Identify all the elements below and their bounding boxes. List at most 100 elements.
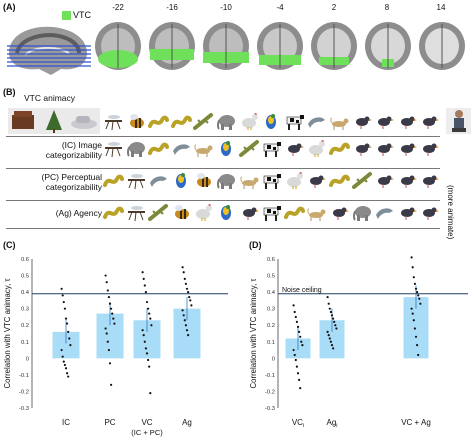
- data-point: [411, 312, 414, 315]
- bird-icon: [352, 139, 373, 158]
- data-point: [294, 358, 297, 362]
- y-axis-label: Correlation with VTC animacy, τ: [3, 278, 12, 389]
- data-point: [328, 307, 331, 310]
- data-point: [185, 329, 189, 332]
- data-point: [183, 277, 186, 280]
- y-tick-label: -0.3: [265, 406, 275, 412]
- human-photo: [446, 108, 471, 134]
- slice-label: -10: [220, 3, 232, 12]
- y-tick-label: -0.3: [19, 406, 29, 412]
- data-point: [414, 287, 418, 290]
- data-point: [298, 330, 301, 333]
- data-point: [141, 271, 144, 274]
- data-point: [113, 322, 116, 325]
- x-category-label: VC + Ag: [401, 418, 431, 427]
- data-point: [60, 287, 63, 290]
- data-point: [105, 281, 108, 284]
- data-point: [67, 375, 70, 378]
- data-point: [419, 302, 422, 305]
- data-point: [142, 277, 145, 280]
- y-tick-label: 0.2: [267, 323, 275, 329]
- data-point: [298, 378, 301, 381]
- x-category-label: Agi: [326, 418, 337, 429]
- data-point: [145, 352, 149, 355]
- elephant-icon: [126, 139, 147, 158]
- slice-label: -16: [166, 3, 178, 12]
- axial-slice-image: [95, 22, 141, 70]
- snake-icon: [283, 203, 305, 222]
- x-category-subscript: i: [303, 423, 304, 429]
- cow-icon: [284, 112, 305, 131]
- panel-c-letter: (C): [3, 240, 16, 250]
- bird-icon: [397, 203, 418, 222]
- y-tick-label: -0.1: [19, 373, 29, 379]
- data-point: [144, 291, 147, 294]
- bird-icon: [374, 171, 395, 190]
- data-point: [181, 266, 184, 269]
- x-category-label: Ag: [182, 418, 192, 427]
- bird-icon: [306, 171, 327, 190]
- y-tick-label: 0: [26, 356, 29, 362]
- y-tick-label: 0.6: [21, 257, 29, 263]
- data-point: [293, 310, 296, 314]
- data-point: [334, 324, 337, 327]
- data-point: [61, 294, 64, 297]
- data-point: [63, 307, 66, 310]
- chicken-icon: [193, 203, 214, 222]
- x-category-sublabel: (IC + PC): [131, 428, 163, 437]
- data-point: [327, 334, 330, 337]
- data-point: [149, 317, 152, 320]
- data-point: [62, 360, 65, 363]
- lizard-icon: [351, 171, 373, 190]
- data-point: [142, 334, 145, 337]
- data-point: [187, 291, 190, 294]
- vtc-legend-swatch: [62, 11, 71, 20]
- bird-icon: [419, 203, 440, 222]
- bird-icon: [329, 203, 350, 222]
- y-tick-label: 0.1: [267, 340, 275, 346]
- data-point: [145, 300, 149, 304]
- row-divider: [6, 168, 440, 169]
- data-point: [299, 335, 302, 338]
- data-point: [295, 365, 298, 368]
- data-point: [108, 362, 112, 365]
- y-tick-label: 0.3: [267, 307, 275, 313]
- data-point: [188, 295, 191, 299]
- data-point: [141, 329, 144, 332]
- data-point: [326, 330, 329, 333]
- y-tick-label: 0.5: [21, 274, 29, 280]
- data-point: [68, 337, 71, 340]
- axial-slice-image: [311, 22, 357, 70]
- more-animate-label: (more animate): [446, 185, 455, 240]
- axial-slice-image: [149, 22, 195, 70]
- cat-icon: [306, 203, 327, 222]
- bird-icon: [374, 139, 395, 158]
- axial-slice-image: [419, 22, 465, 70]
- slice-label: -22: [112, 3, 124, 12]
- y-tick-label: -0.1: [265, 373, 275, 379]
- bird-icon: [419, 112, 440, 131]
- data-point: [63, 363, 66, 367]
- data-point: [143, 284, 146, 287]
- chart-c: 0.6 0.5 0.4 0.3 0.2 0.1 0 -0.1 -0.2 -0.3 Correlati…: [3, 257, 228, 437]
- data-point: [66, 372, 69, 375]
- row-label-vtc-animacy: VTC animacy: [24, 93, 76, 103]
- snake-icon: [103, 171, 124, 190]
- panel-a-letter: (A): [3, 2, 16, 12]
- data-point: [418, 297, 421, 300]
- data-point: [147, 307, 150, 310]
- axial-slice-image: [203, 22, 249, 70]
- elephant-icon: [216, 171, 237, 190]
- data-point: [181, 309, 184, 312]
- cow-icon: [261, 139, 282, 158]
- data-point: [301, 343, 304, 347]
- y-tick-label: 0: [272, 356, 275, 362]
- row-label-agency: (Ag) Agency: [55, 208, 102, 218]
- data-point: [413, 282, 416, 285]
- lizard-icon: [148, 203, 169, 222]
- y-tick-label: 0.1: [21, 340, 29, 346]
- dolphin-icon: [148, 171, 169, 190]
- slice-label: 14: [436, 3, 446, 12]
- data-point: [147, 358, 150, 362]
- data-point: [182, 271, 185, 274]
